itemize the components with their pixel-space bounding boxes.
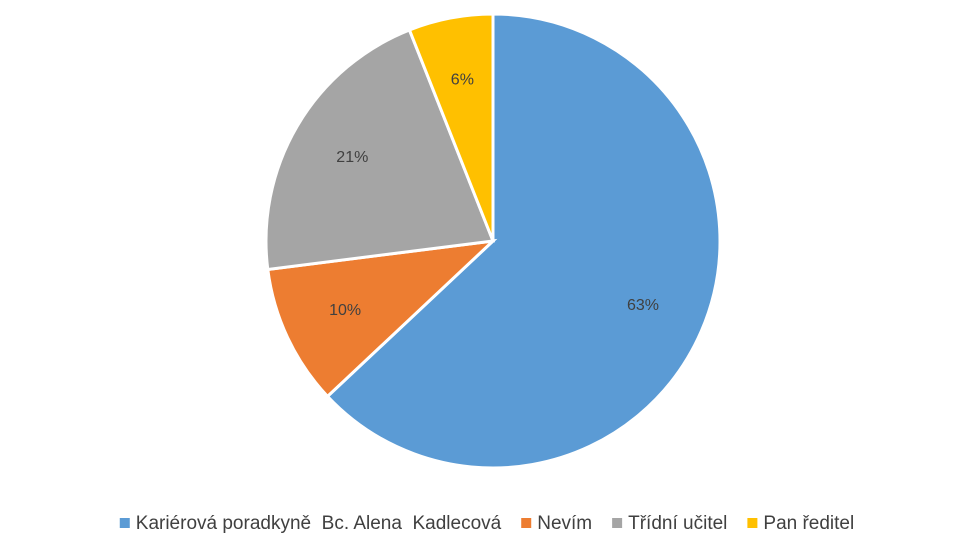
- legend-swatch: [612, 518, 623, 528]
- legend-swatch: [521, 518, 532, 528]
- legend-swatch: [119, 518, 130, 528]
- pie-slice: [264, 27, 496, 272]
- legend-label: Třídní učitel: [628, 513, 727, 534]
- legend-label: Kariérová poradkyně Bc. Alena Kadlecová: [136, 513, 502, 534]
- data-label: 63%: [627, 297, 659, 314]
- data-label: 10%: [329, 302, 361, 319]
- legend-swatch: [747, 518, 758, 528]
- legend-label: Pan ředitel: [763, 513, 854, 534]
- pie-slice: [407, 12, 495, 242]
- pie-slice: [266, 238, 498, 399]
- legend-label: Nevím: [537, 513, 592, 534]
- pie-slice: [325, 12, 722, 470]
- data-label: 21%: [336, 149, 368, 166]
- data-label: 6%: [451, 72, 474, 89]
